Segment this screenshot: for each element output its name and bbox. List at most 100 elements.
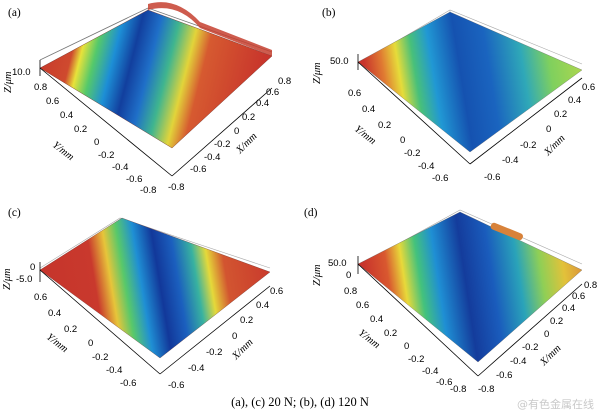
y-tick: 0.8 bbox=[34, 82, 47, 93]
x-axis-label: X/mm bbox=[542, 133, 568, 159]
y-tick: -0.6 bbox=[436, 377, 452, 388]
x-tick: 0.8 bbox=[278, 76, 291, 87]
figure-caption: (a), (c) 20 N; (b), (d) 120 N bbox=[231, 395, 369, 409]
x-tick: 0 bbox=[234, 126, 239, 137]
x-tick: 0.4 bbox=[256, 98, 269, 109]
y-axis bbox=[357, 61, 471, 165]
y-tick-labels: 0.6 0.4 0.2 0 -0.2 -0.4 -0.6 bbox=[34, 292, 136, 389]
y-tick: -0.8 bbox=[140, 185, 156, 196]
y-tick: 0.2 bbox=[74, 124, 87, 135]
y-axis bbox=[39, 67, 173, 177]
x-tick: -0.8 bbox=[168, 182, 184, 193]
x-tick: 0.4 bbox=[562, 303, 575, 314]
x-tick: -0.6 bbox=[168, 380, 184, 391]
x-tick: 0 bbox=[232, 331, 237, 342]
panel-d: (d) 50.0 0 Z/μm 0.8 0.6 0.4 0.2 0 -0.2 -… bbox=[300, 198, 600, 395]
y-tick: 0.6 bbox=[356, 300, 369, 311]
y-tick: -0.2 bbox=[98, 150, 114, 161]
panel-b: (b) 50.0 Z/μm 0.6 0.4 0.2 0 -0.2 -0.4 -0… bbox=[300, 0, 600, 195]
y-tick: 0.2 bbox=[378, 120, 391, 131]
y-tick-labels: 0.6 0.4 0.2 0 -0.2 -0.4 -0.6 bbox=[348, 88, 448, 184]
panel-b-plot: (b) 50.0 Z/μm 0.6 0.4 0.2 0 -0.2 -0.4 -0… bbox=[312, 7, 595, 184]
x-axis bbox=[469, 77, 583, 165]
y-tick: 0.8 bbox=[344, 286, 357, 297]
y-tick: -0.2 bbox=[408, 354, 424, 365]
x-tick: 0.2 bbox=[550, 316, 563, 327]
x-tick: 0.6 bbox=[270, 286, 283, 297]
x-tick: -0.4 bbox=[188, 363, 204, 374]
y-tick: -0.4 bbox=[418, 161, 434, 172]
z-axis-label: Z/μm bbox=[312, 62, 323, 84]
z-axis-label: Z/μm bbox=[2, 268, 13, 290]
watermark: @有色金属在线 bbox=[517, 398, 594, 411]
z-tick: 0 bbox=[346, 270, 351, 281]
z-axis-label: Z/μm bbox=[3, 71, 14, 93]
y-tick: -0.8 bbox=[450, 384, 466, 395]
y-tick: -0.6 bbox=[432, 173, 448, 184]
x-tick: -0.2 bbox=[520, 140, 536, 151]
y-tick: -0.4 bbox=[422, 366, 438, 377]
x-tick: -0.4 bbox=[510, 356, 526, 367]
x-tick: 0.2 bbox=[554, 109, 567, 120]
x-tick: -0.8 bbox=[478, 384, 494, 395]
panel-a: (a) 10.0 Z/μm 0.8 0.6 0.4 0.2 0 -0.2 -0.… bbox=[0, 0, 300, 196]
y-tick: 0 bbox=[400, 135, 405, 146]
z-tick: 50.0 bbox=[328, 258, 347, 269]
x-tick: 0.4 bbox=[568, 95, 581, 106]
x-tick: -0.6 bbox=[484, 172, 500, 183]
x-tick: 0.6 bbox=[266, 87, 279, 98]
x-tick: -0.6 bbox=[190, 164, 206, 175]
x-axis-label: X/mm bbox=[538, 343, 564, 369]
y-tick: 0.4 bbox=[362, 104, 375, 115]
x-tick: 0.6 bbox=[582, 82, 595, 93]
y-axis-label: Y/mm bbox=[50, 140, 76, 164]
x-axis bbox=[159, 285, 271, 375]
x-tick: -0.4 bbox=[204, 152, 220, 163]
y-tick: 0.2 bbox=[64, 324, 77, 335]
panel-label: (d) bbox=[304, 207, 318, 219]
x-tick-labels: -0.6 -0.4 -0.2 0 0.2 0.4 0.6 bbox=[484, 82, 595, 183]
x-axis bbox=[171, 87, 273, 177]
y-tick: -0.2 bbox=[92, 352, 108, 363]
y-tick: 0 bbox=[404, 341, 409, 352]
y-tick: -0.6 bbox=[120, 378, 136, 389]
z-tick: 10.0 bbox=[12, 67, 31, 78]
y-tick: 0.2 bbox=[384, 328, 397, 339]
x-tick: 0.2 bbox=[242, 112, 255, 123]
panel-c: (c) 0 -5.0 Z/μm 0.6 0.4 0.2 0 -0.2 -0.4 … bbox=[0, 198, 300, 393]
x-tick-labels: -0.8 -0.6 -0.4 -0.2 0 0.2 0.4 0.6 0.8 bbox=[168, 76, 291, 193]
x-tick: 0.2 bbox=[240, 315, 253, 326]
y-tick: 0.4 bbox=[60, 110, 73, 121]
x-tick: -0.2 bbox=[214, 139, 230, 150]
panel-label: (b) bbox=[322, 7, 336, 19]
z-tick: 50.0 bbox=[330, 56, 349, 67]
panel-a-plot: (a) 10.0 Z/μm 0.8 0.6 0.4 0.2 0 -0.2 -0.… bbox=[3, 2, 291, 196]
surface bbox=[39, 217, 271, 359]
x-tick: -0.6 bbox=[496, 370, 512, 381]
y-axis-label: Y/mm bbox=[44, 332, 70, 356]
x-tick-labels: -0.8 -0.6 -0.4 -0.2 0 0.2 0.4 0.6 0.8 bbox=[478, 280, 597, 395]
y-tick: -0.2 bbox=[404, 148, 420, 159]
y-tick: -0.6 bbox=[126, 174, 142, 185]
y-tick: 0.6 bbox=[46, 96, 59, 107]
y-tick: -0.4 bbox=[112, 162, 128, 173]
panel-d-plot: (d) 50.0 0 Z/μm 0.8 0.6 0.4 0.2 0 -0.2 -… bbox=[304, 207, 597, 395]
x-tick: -0.4 bbox=[502, 155, 518, 166]
y-axis-label: Y/mm bbox=[356, 328, 382, 352]
x-tick: 0.6 bbox=[572, 291, 585, 302]
y-tick: 0 bbox=[94, 137, 99, 148]
z-tick: 0 bbox=[30, 262, 35, 273]
x-tick: 0.4 bbox=[256, 300, 269, 311]
x-tick-labels: -0.6 -0.4 -0.2 0 0.2 0.4 0.6 bbox=[168, 286, 283, 391]
surface bbox=[357, 11, 583, 153]
y-tick: -0.4 bbox=[106, 365, 122, 376]
x-tick: 0.8 bbox=[584, 280, 597, 291]
y-tick-labels: 0.8 0.6 0.4 0.2 0 -0.2 -0.4 -0.6 -0.8 bbox=[344, 286, 466, 395]
x-tick: 0 bbox=[544, 329, 549, 340]
z-tick: -5.0 bbox=[16, 274, 32, 285]
surface bbox=[357, 211, 583, 363]
x-tick: -0.2 bbox=[522, 342, 538, 353]
y-axis bbox=[39, 269, 161, 375]
y-tick: 0 bbox=[88, 338, 93, 349]
y-tick: 0.6 bbox=[34, 292, 47, 303]
